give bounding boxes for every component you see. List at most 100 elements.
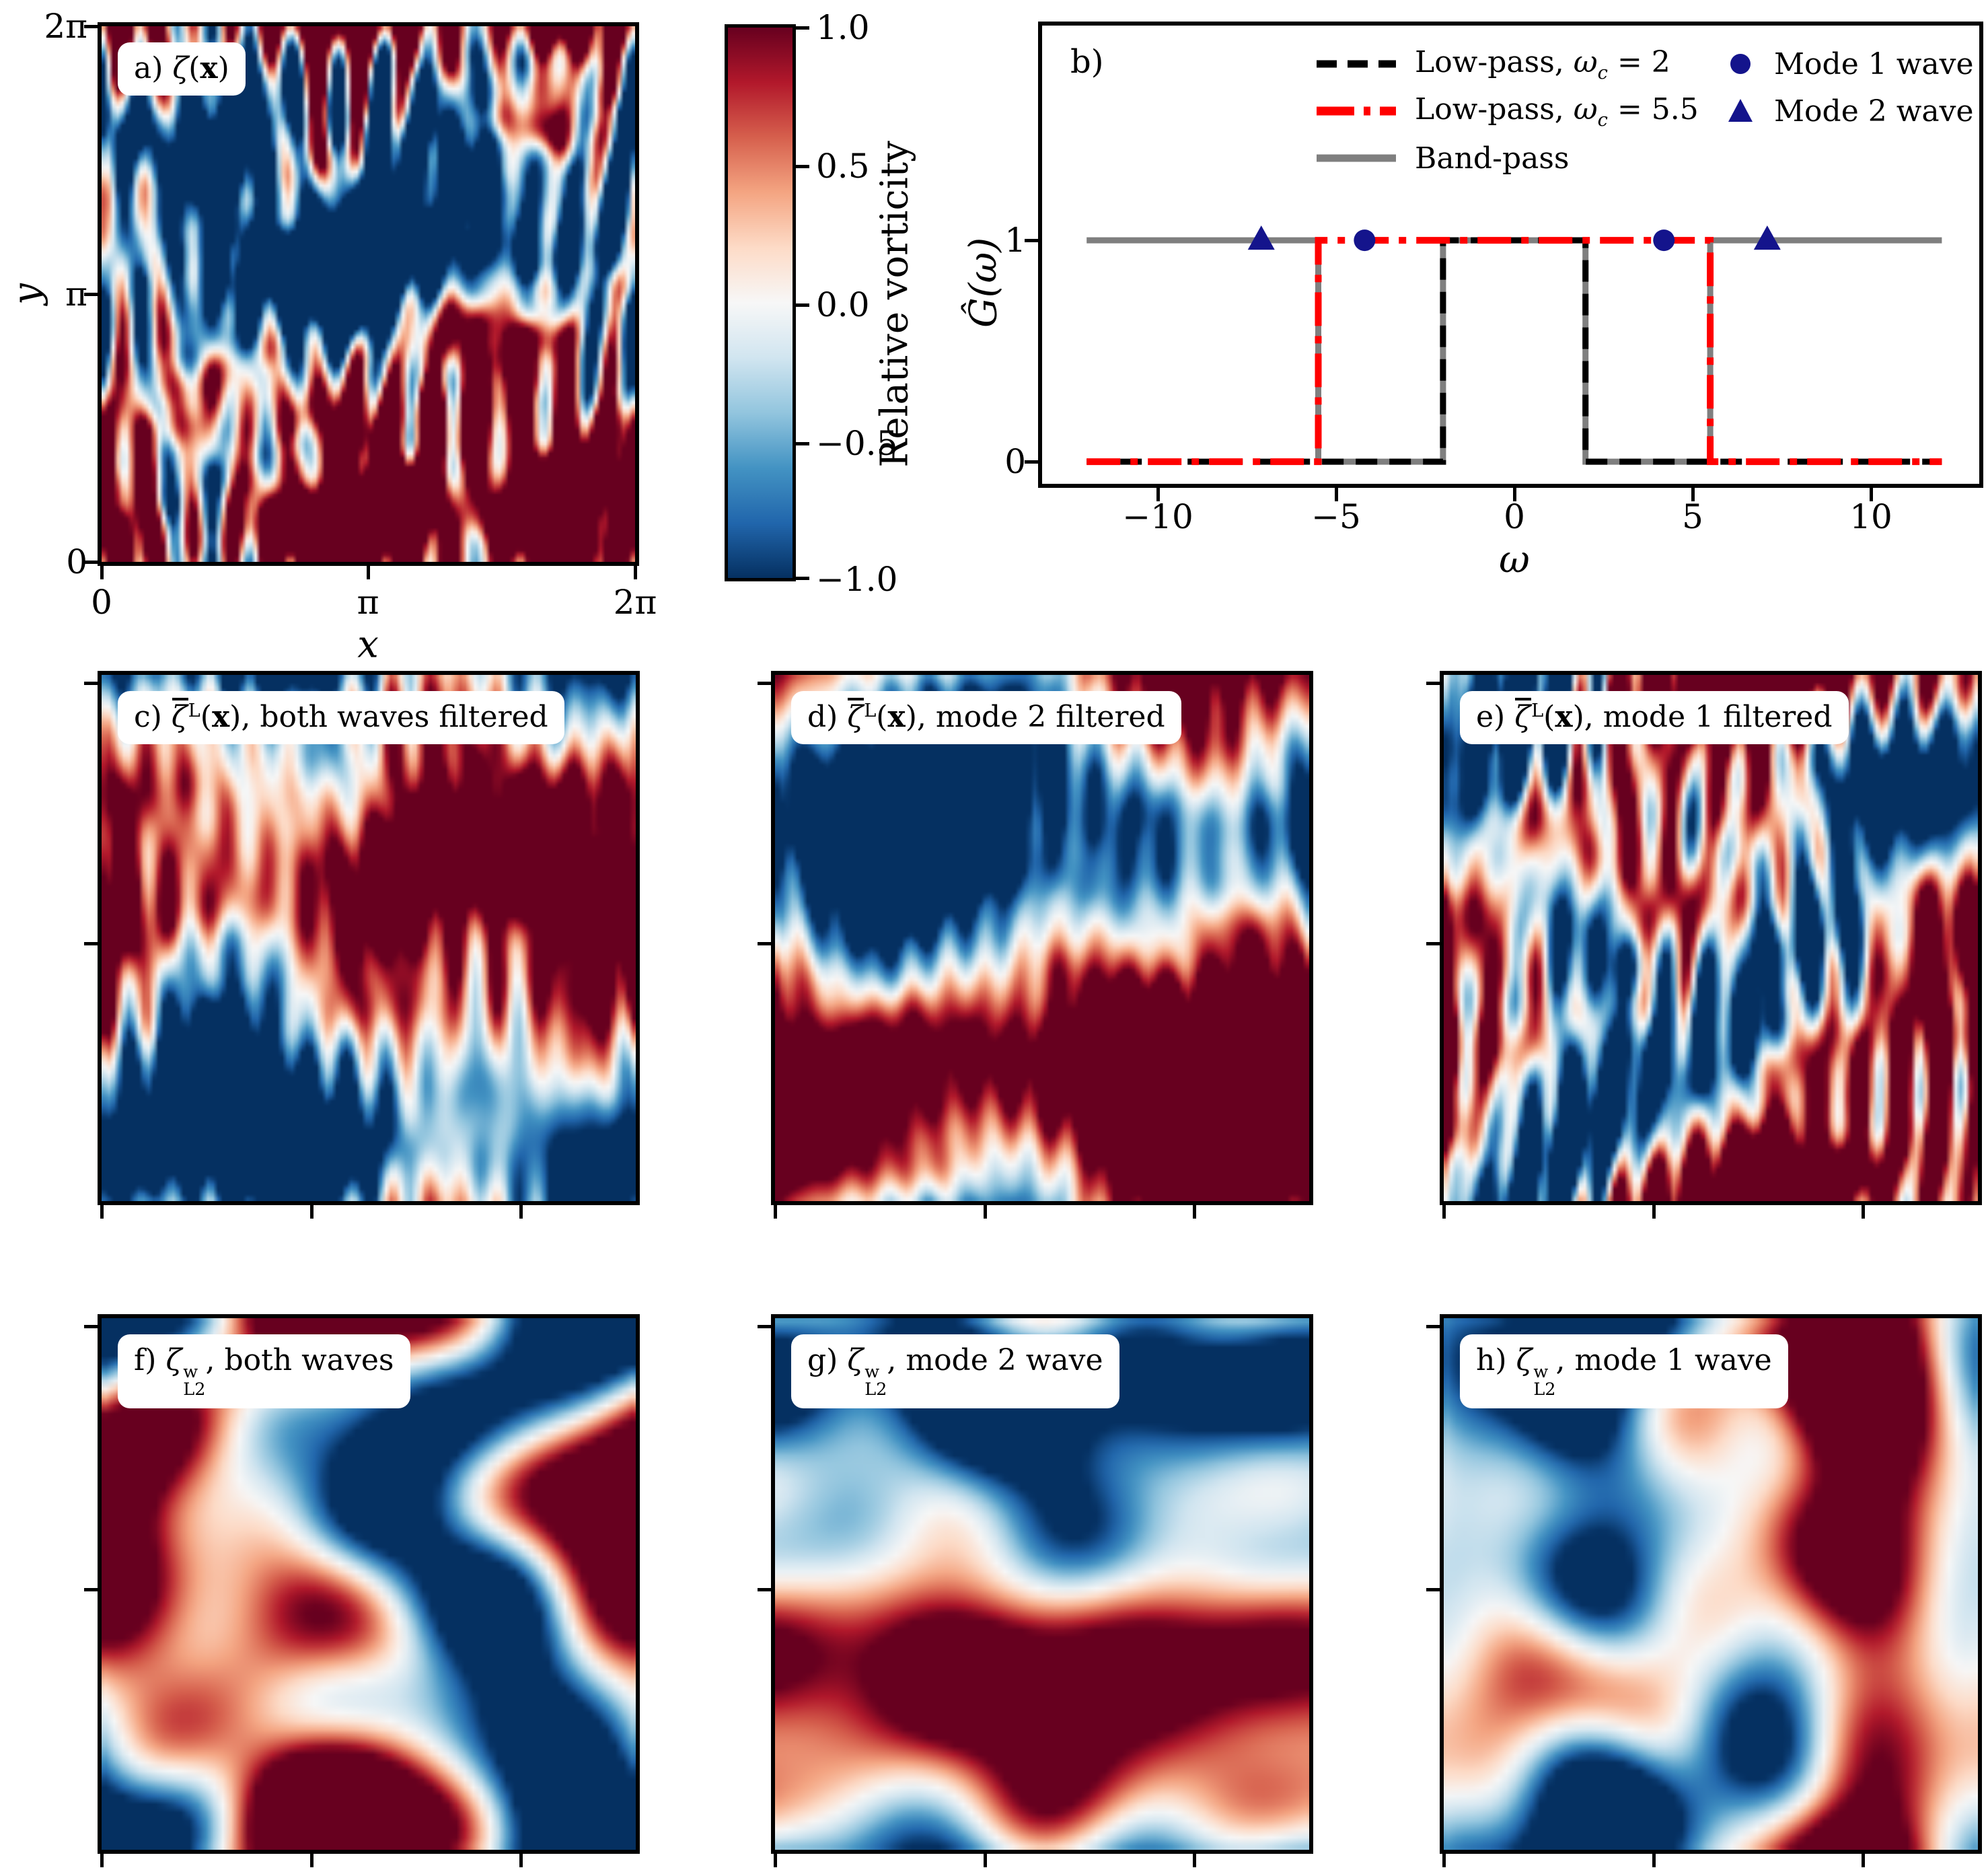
cbar-tick--0.5: −0.5 bbox=[816, 424, 898, 463]
legend-label-bandpass: Band-pass bbox=[1415, 141, 1570, 176]
gray-solid-line-sample bbox=[1317, 154, 1396, 162]
tick-mark bbox=[796, 303, 809, 307]
b-xtick-10: 10 bbox=[1849, 497, 1892, 536]
legend-row-lowpass2: Low-pass, ωc = 2 bbox=[1317, 40, 1699, 87]
tick-mark bbox=[1652, 1854, 1656, 1867]
tick-mark bbox=[984, 1205, 988, 1219]
tick-mark bbox=[1193, 1205, 1197, 1219]
vorticity-heatmap-c bbox=[102, 675, 636, 1201]
black-dashed-line-sample bbox=[1317, 60, 1396, 68]
b-ylabel: Ĝ(ω) bbox=[961, 237, 1006, 328]
panel-d-label: d) ζL(x), mode 2 filtered bbox=[791, 691, 1181, 744]
panel-h-label: h) ζ w L2, mode 1 wave bbox=[1460, 1334, 1788, 1408]
vorticity-heatmap-e bbox=[1444, 675, 1978, 1201]
tick-mark bbox=[84, 293, 98, 296]
panel-e-filtered-mode1: e) ζL(x), mode 1 filtered bbox=[1440, 671, 1982, 1205]
tick-mark bbox=[758, 941, 771, 945]
tick-mark bbox=[1513, 488, 1516, 501]
panel-d-filtered-mode2: d) ζL(x), mode 2 filtered bbox=[771, 671, 1313, 1205]
legend-row-mode1: Mode 1 wave bbox=[1726, 40, 1974, 87]
series-solid bbox=[1087, 237, 1942, 465]
tick-mark bbox=[84, 682, 98, 686]
tick-mark bbox=[84, 25, 98, 28]
tick-mark bbox=[367, 566, 370, 579]
vorticity-heatmap-a bbox=[102, 26, 635, 562]
tick-mark bbox=[310, 1854, 314, 1867]
tick-mark bbox=[796, 26, 809, 30]
tick-mark bbox=[796, 442, 809, 445]
tick-mark bbox=[84, 941, 98, 945]
tick-mark bbox=[1426, 1588, 1440, 1592]
colorbar bbox=[725, 24, 796, 581]
panel-c-filtered-both: c) ζL(x), both waves filtered bbox=[98, 671, 640, 1205]
cbar-tick-0.0: 0.0 bbox=[816, 285, 870, 324]
mode2-triangle-marker bbox=[1728, 99, 1753, 122]
panel-h-wave-mode1: h) ζ w L2, mode 1 wave bbox=[1440, 1314, 1982, 1854]
tick-mark bbox=[984, 1854, 988, 1867]
legend-row-bandpass: Band-pass bbox=[1317, 135, 1699, 182]
tick-mark bbox=[1025, 239, 1038, 242]
filter-curves-plot bbox=[1087, 225, 1942, 466]
tick-mark bbox=[1870, 488, 1873, 501]
colorbar-label: Relative vorticity bbox=[873, 141, 917, 468]
tick-mark bbox=[310, 1205, 314, 1219]
legend-column-2: Mode 1 wave Mode 2 wave bbox=[1726, 40, 1974, 135]
cbar-tick-1.0: 1.0 bbox=[816, 8, 870, 47]
tick-mark bbox=[1691, 488, 1695, 501]
tick-mark bbox=[796, 577, 809, 580]
tick-mark bbox=[1156, 488, 1160, 501]
legend-label-lowpass55: Low-pass, ωc = 5.5 bbox=[1415, 92, 1699, 131]
mode1-circle-marker bbox=[1730, 54, 1751, 74]
legend-row-mode2: Mode 2 wave bbox=[1726, 87, 1974, 135]
tick-mark bbox=[1025, 460, 1038, 464]
a-ytick-pi: π bbox=[65, 275, 87, 314]
tick-mark bbox=[796, 165, 809, 168]
panel-f-wave-both: f) ζ w L2, both waves bbox=[98, 1314, 640, 1854]
panel-letter: a) bbox=[134, 51, 173, 85]
tick-mark bbox=[1426, 682, 1440, 686]
cbar-tick--1.0: −1.0 bbox=[816, 560, 898, 599]
circle-marker bbox=[1653, 229, 1675, 252]
panel-b-letter: b) bbox=[1070, 43, 1104, 81]
legend-row-lowpass55: Low-pass, ωc = 5.5 bbox=[1317, 87, 1699, 135]
tick-mark bbox=[774, 1854, 777, 1867]
tick-mark bbox=[84, 1588, 98, 1592]
a-xtick-0: 0 bbox=[91, 583, 112, 622]
panel-a-label: a) ζ(x) bbox=[118, 42, 246, 96]
tick-mark bbox=[100, 1854, 104, 1867]
tick-mark bbox=[1193, 1854, 1197, 1867]
tick-mark bbox=[758, 1588, 771, 1592]
legend-column-1: Low-pass, ωc = 2 Low-pass, ωc = 5.5 Band… bbox=[1317, 40, 1699, 182]
tick-mark bbox=[100, 1205, 104, 1219]
a-ytick-2pi: 2π bbox=[44, 7, 87, 46]
b-xlabel: ω bbox=[1499, 538, 1530, 582]
tick-mark bbox=[1426, 1325, 1440, 1329]
triangle-marker bbox=[1753, 225, 1781, 250]
series-dashdot bbox=[1087, 237, 1942, 466]
a-ylabel: y bbox=[5, 283, 49, 305]
a-xtick-2pi: 2π bbox=[613, 583, 657, 622]
zeta-symbol: ζ bbox=[172, 51, 189, 85]
paren: ) bbox=[217, 51, 229, 85]
series-dashed bbox=[1087, 237, 1942, 465]
x-vector: x bbox=[200, 51, 218, 85]
tick-mark bbox=[1442, 1205, 1446, 1219]
tick-mark bbox=[1652, 1205, 1656, 1219]
legend-label-mode2: Mode 2 wave bbox=[1774, 94, 1974, 129]
panel-g-wave-mode2: g) ζ w L2, mode 2 wave bbox=[771, 1314, 1313, 1854]
tick-mark bbox=[774, 1205, 777, 1219]
b-xtick--5: −5 bbox=[1311, 497, 1361, 536]
tick-mark bbox=[84, 561, 98, 564]
tick-mark bbox=[758, 682, 771, 686]
b-xtick-5: 5 bbox=[1682, 497, 1703, 536]
legend-label-lowpass2: Low-pass, ωc = 2 bbox=[1415, 44, 1670, 83]
tick-mark bbox=[519, 1854, 523, 1867]
tick-mark bbox=[1335, 488, 1338, 501]
panel-a-vorticity: a) ζ(x) bbox=[98, 22, 639, 566]
tick-mark bbox=[84, 1325, 98, 1329]
legend-label-mode1: Mode 1 wave bbox=[1774, 46, 1974, 81]
vorticity-heatmap-d bbox=[775, 675, 1309, 1201]
red-dashdot-line-sample bbox=[1317, 106, 1396, 116]
tick-mark bbox=[519, 1205, 523, 1219]
